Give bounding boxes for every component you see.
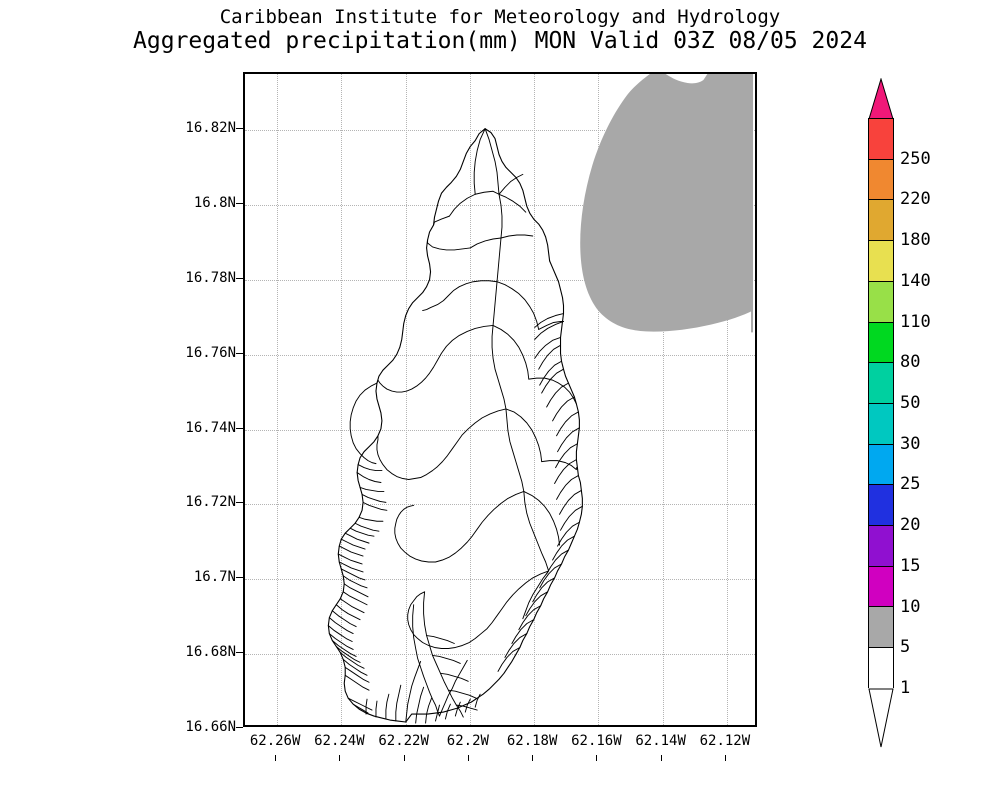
y-tick-mark bbox=[236, 277, 243, 279]
colorbar-band bbox=[869, 322, 893, 364]
y-tick-label: 16.72N bbox=[185, 494, 236, 511]
gridline-vertical bbox=[341, 74, 343, 725]
colorbar-band bbox=[869, 566, 893, 608]
y-tick-mark bbox=[236, 352, 243, 354]
x-tick-label: 62.22W bbox=[378, 733, 429, 749]
colorbar-tick-label: 250 bbox=[900, 148, 931, 169]
y-tick-mark bbox=[236, 652, 243, 654]
gridline-horizontal bbox=[245, 279, 755, 281]
x-tick-mark bbox=[339, 755, 341, 761]
y-tick-label: 16.74N bbox=[185, 419, 236, 436]
x-tick-label: 62.26W bbox=[249, 733, 301, 749]
y-tick-label: 16.78N bbox=[185, 269, 236, 286]
colorbar-tick-label: 110 bbox=[900, 311, 931, 332]
colorbar-bands bbox=[868, 118, 894, 689]
island-north-lobe bbox=[432, 128, 486, 226]
gridline-vertical bbox=[534, 74, 536, 725]
x-tick-label: 62.14W bbox=[635, 733, 686, 749]
island-north-east-edge bbox=[484, 128, 551, 262]
x-axis-labels: 62.26W 62.24W 62.22W 62.2W 62.18W 62.16W 62.14… bbox=[243, 733, 757, 761]
y-tick-mark bbox=[236, 203, 243, 204]
precipitation-colorbar[interactable]: 250 220 180 140 110 80 50 30 25 20 15 10 5 1 bbox=[868, 77, 931, 748]
colorbar-band bbox=[869, 200, 893, 242]
gridline-horizontal bbox=[245, 354, 755, 356]
colorbar-tick-label: 25 bbox=[900, 474, 921, 495]
colorbar-tick-label: 10 bbox=[900, 596, 921, 617]
gridline-horizontal bbox=[245, 654, 755, 656]
colorbar-tick-label: 50 bbox=[900, 393, 921, 413]
y-axis-labels: 16.82N 16.8N 16.78N 16.76N 16.74N 16.72N 16.7N… bbox=[160, 72, 243, 735]
x-tick-mark bbox=[532, 755, 534, 761]
y-tick-label: 16.76N bbox=[185, 344, 236, 361]
x-tick-mark bbox=[596, 755, 598, 761]
colorbar-band bbox=[869, 363, 893, 404]
colorbar-band bbox=[869, 159, 893, 201]
colorbar-band bbox=[869, 648, 893, 689]
x-tick-mark bbox=[467, 755, 469, 761]
x-tick-label: 62.18W bbox=[506, 733, 558, 749]
gridline-vertical bbox=[277, 74, 279, 725]
precip-region-gray-1-5mm-body bbox=[580, 74, 754, 332]
gridline-vertical bbox=[662, 74, 664, 725]
colorbar-tick-label: 15 bbox=[900, 555, 921, 576]
x-tick-mark bbox=[403, 755, 405, 761]
page-title: Aggregated precipitation(mm) MON Valid 0… bbox=[133, 28, 867, 54]
x-tick-mark bbox=[724, 755, 726, 761]
colorbar-band bbox=[869, 526, 893, 567]
colorbar-over-arrow bbox=[868, 77, 894, 120]
gridline-vertical bbox=[405, 74, 407, 725]
x-tick-label: 62.12W bbox=[699, 733, 751, 749]
y-tick-label: 16.66N bbox=[185, 719, 236, 735]
colorbar-tick-label: 1 bbox=[900, 678, 911, 698]
colorbar-tick-label: 220 bbox=[900, 189, 931, 210]
y-tick-mark bbox=[236, 128, 243, 130]
gridline-vertical bbox=[726, 74, 728, 725]
y-tick-mark bbox=[236, 427, 243, 429]
colorbar-tick-label: 140 bbox=[900, 270, 931, 291]
colorbar-band bbox=[869, 241, 893, 282]
gridline-vertical bbox=[469, 74, 471, 725]
y-tick-label: 16.68N bbox=[185, 644, 236, 661]
colorbar-band bbox=[869, 485, 893, 527]
x-tick-label: 62.16W bbox=[571, 733, 622, 749]
organization-title: Caribbean Institute for Meteorology and … bbox=[219, 6, 781, 28]
y-tick-label: 16.82N bbox=[185, 120, 236, 137]
y-tick-label: 16.8N bbox=[193, 195, 236, 211]
y-tick-mark bbox=[236, 577, 243, 579]
colorbar-tick-label: 80 bbox=[900, 352, 921, 373]
map-graphics bbox=[327, 74, 754, 724]
gridline-vertical bbox=[598, 74, 600, 725]
x-tick-label: 62.2W bbox=[446, 733, 489, 749]
y-tick-mark bbox=[236, 502, 243, 504]
coastline-east bbox=[405, 260, 583, 723]
map-plot-area[interactable] bbox=[243, 72, 757, 727]
watershed-divides bbox=[327, 128, 583, 724]
chart-title-block: Caribbean Institute for Meteorology and … bbox=[0, 6, 1000, 54]
gridline-horizontal bbox=[245, 504, 755, 506]
gridline-horizontal bbox=[245, 205, 755, 206]
gridline-horizontal bbox=[245, 130, 755, 132]
x-tick-label: 62.24W bbox=[314, 733, 365, 749]
colorbar-band bbox=[869, 403, 893, 445]
colorbar-tick-label: 30 bbox=[900, 433, 921, 454]
precip-region-gray-notch bbox=[665, 74, 708, 84]
y-tick-mark bbox=[236, 727, 243, 728]
colorbar-tick-label: 20 bbox=[900, 515, 921, 536]
colorbar-band bbox=[869, 281, 893, 323]
colorbar-band bbox=[869, 444, 893, 486]
gridline-horizontal bbox=[245, 579, 755, 581]
colorbar-under-arrow bbox=[868, 688, 894, 748]
map-canvas bbox=[245, 74, 755, 725]
coastline-west bbox=[327, 224, 435, 723]
x-tick-mark bbox=[275, 755, 277, 761]
colorbar-band bbox=[869, 607, 893, 649]
colorbar-band bbox=[869, 119, 893, 160]
colorbar-tick-label: 5 bbox=[900, 637, 911, 658]
x-tick-mark bbox=[660, 755, 662, 761]
gridline-horizontal bbox=[245, 429, 755, 431]
y-tick-label: 16.7N bbox=[193, 569, 236, 586]
montserrat-outline-group bbox=[327, 128, 583, 724]
colorbar-tick-label: 180 bbox=[900, 230, 931, 251]
